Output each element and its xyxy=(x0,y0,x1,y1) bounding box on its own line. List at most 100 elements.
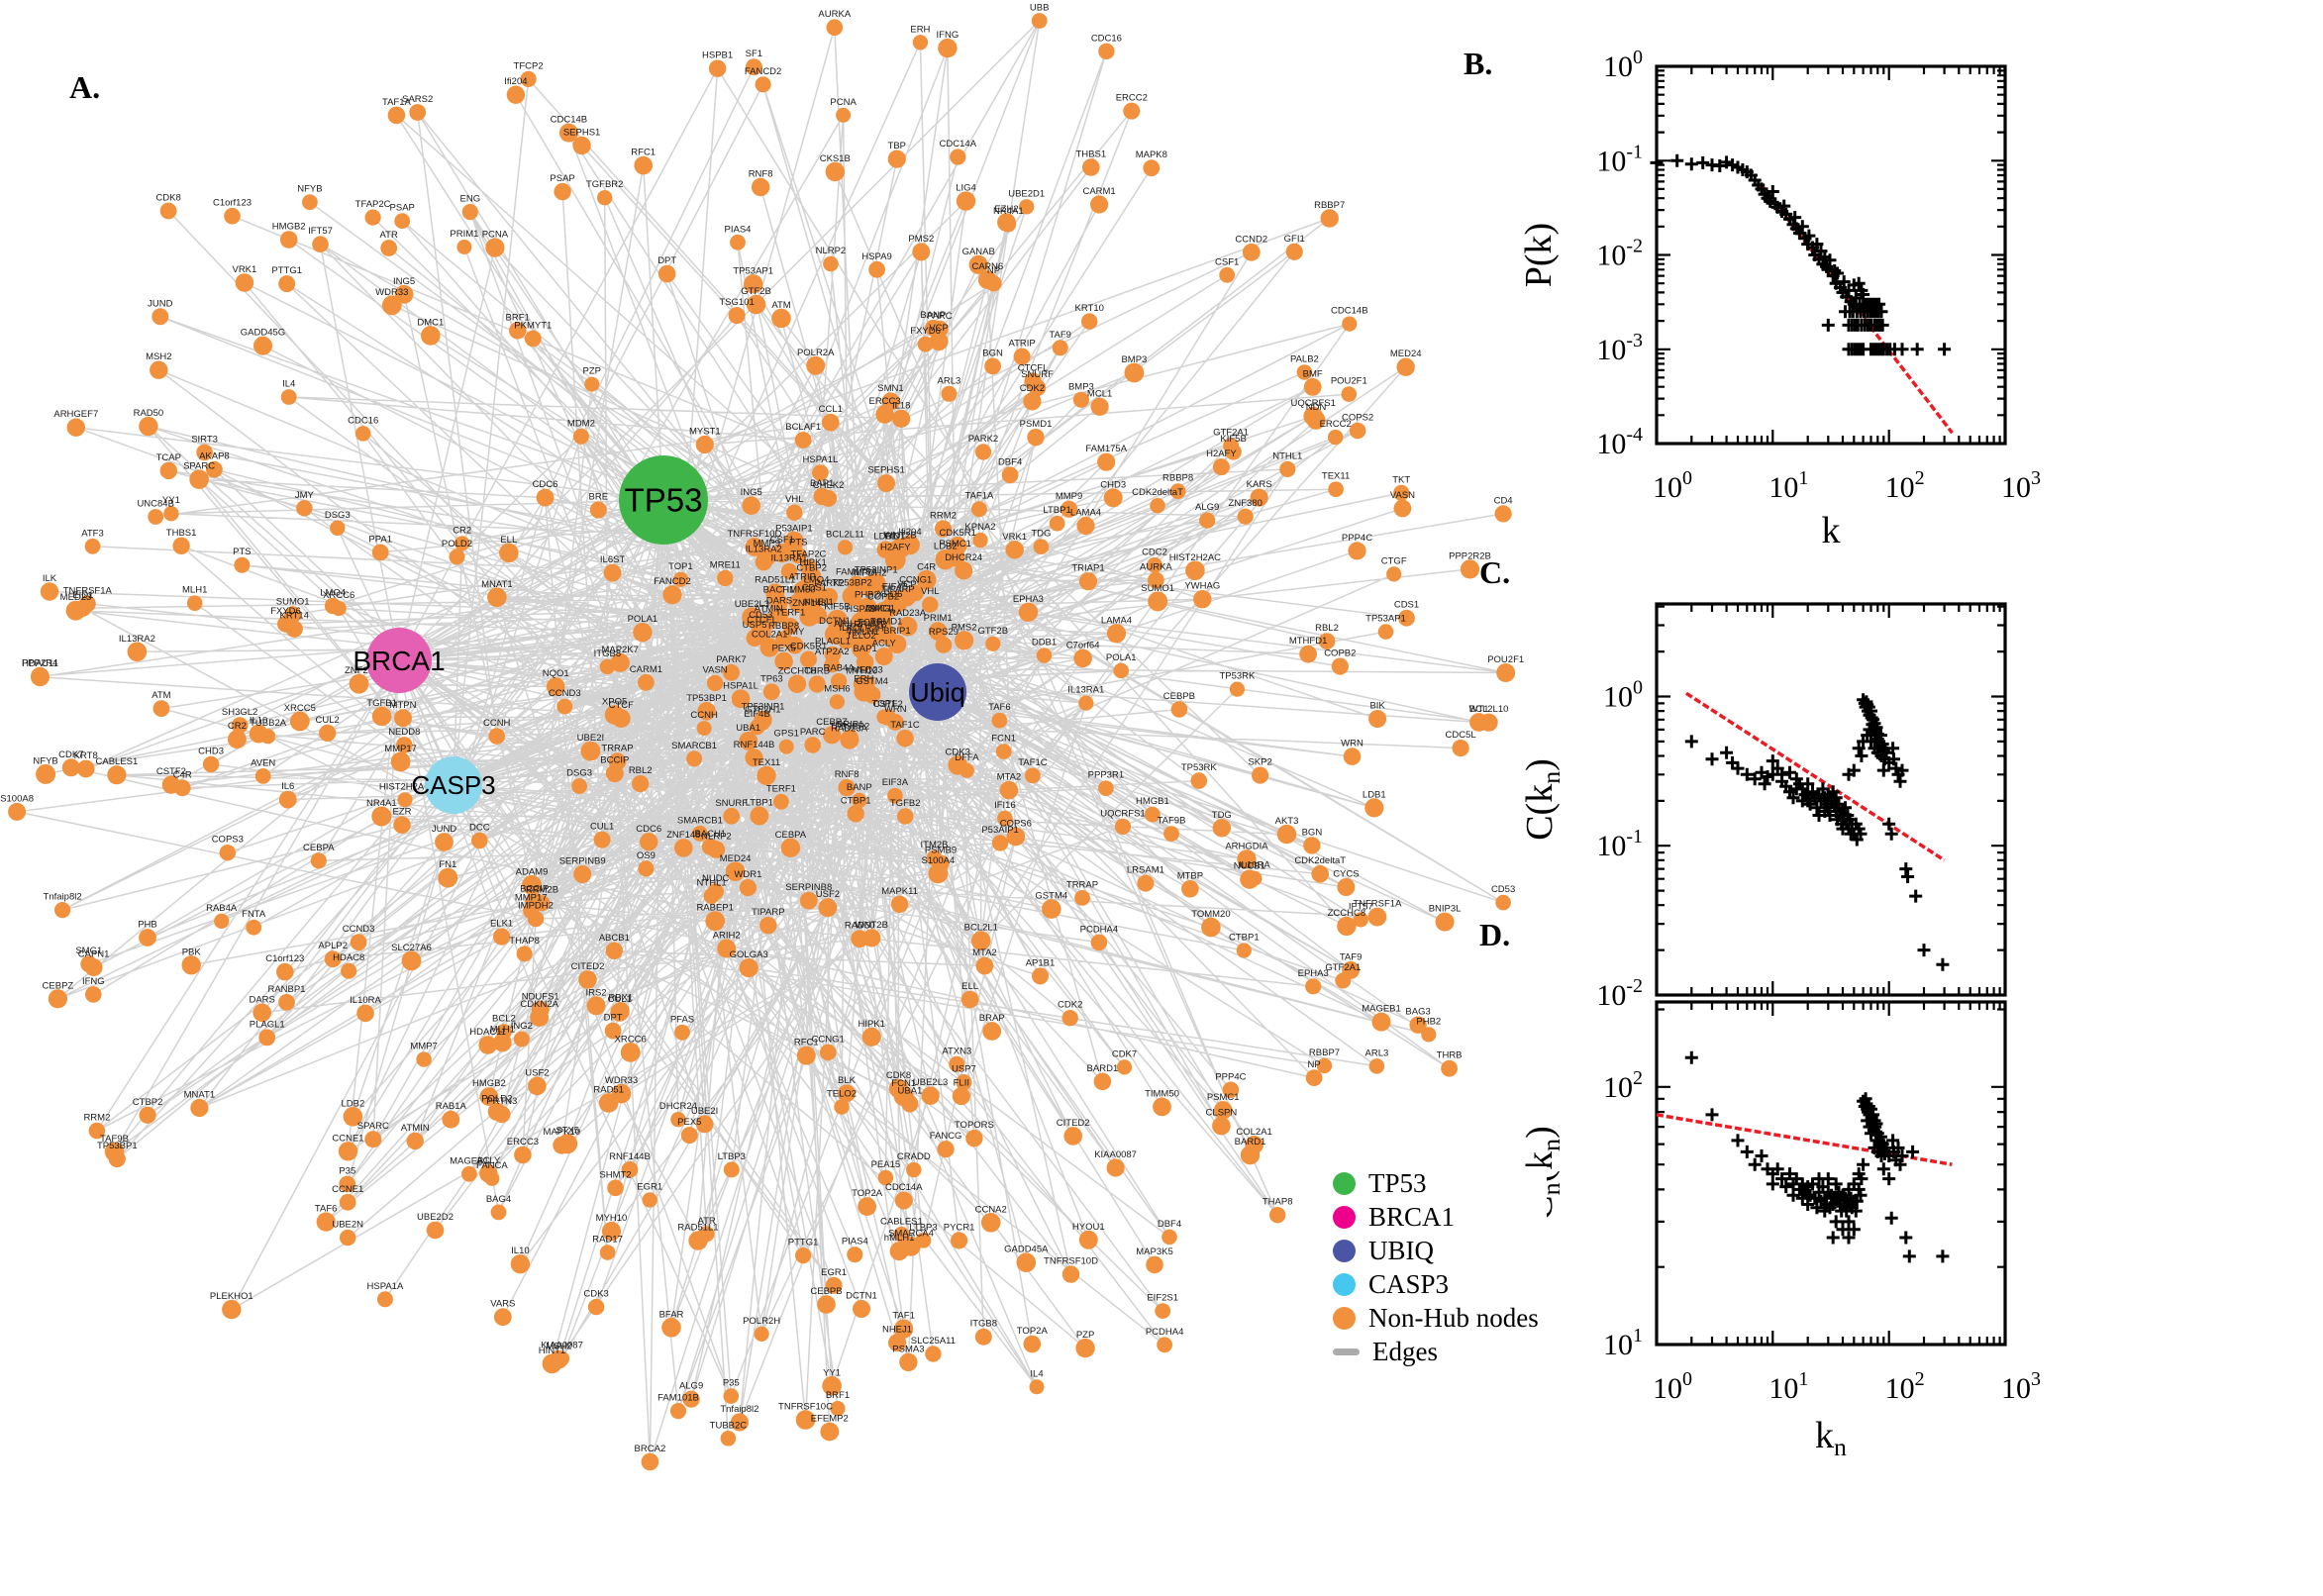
gene-label: PFAS xyxy=(670,1014,694,1025)
gene-label: GSTM4 xyxy=(856,676,888,687)
gene-node xyxy=(1452,740,1469,757)
gene-node xyxy=(620,1043,641,1062)
gene-node xyxy=(1342,960,1361,979)
gene-node xyxy=(107,765,127,785)
gene-node xyxy=(1147,556,1162,573)
gene-label: RRM2 xyxy=(930,511,957,522)
gene-node xyxy=(1193,590,1212,609)
gene-node xyxy=(260,729,276,745)
gene-node xyxy=(601,1222,622,1242)
gene-label: BRF1 xyxy=(506,312,530,323)
gene-label: CSTF2 xyxy=(873,699,903,710)
gene-label: IFI16 xyxy=(994,800,1016,811)
gene-node xyxy=(1311,864,1329,883)
gene-node xyxy=(1098,43,1115,59)
gene-label: MTBP xyxy=(1177,870,1203,881)
gene-label: HIST2H2AC xyxy=(1169,552,1221,563)
gene-node xyxy=(610,652,630,672)
gene-label: ARIH2 xyxy=(713,931,741,942)
gene-label: RBL2 xyxy=(629,765,653,776)
hub-node-brca1 xyxy=(366,628,432,693)
gene-node xyxy=(893,1319,914,1339)
gene-node xyxy=(312,236,329,252)
gene-node xyxy=(394,213,411,230)
gene-label: POLR2H xyxy=(743,1316,780,1327)
gene-label: UBA1 xyxy=(736,723,760,734)
gene-label: NUDC xyxy=(702,873,730,884)
gene-node xyxy=(31,666,50,686)
gene-label: SLC27A6 xyxy=(391,943,432,953)
gene-node xyxy=(66,418,86,437)
gene-node xyxy=(829,694,846,710)
gene-label: VRK1 xyxy=(1002,532,1027,543)
gene-node xyxy=(1303,378,1322,396)
gene-node xyxy=(104,1142,125,1162)
gene-label: C1orf123 xyxy=(265,953,304,964)
gene-node xyxy=(717,569,734,587)
gene-label: HSPA1L xyxy=(723,680,758,691)
gene-label: BGN xyxy=(982,348,1003,358)
gene-label: BCCIP xyxy=(600,755,629,766)
gene-node xyxy=(289,711,310,732)
gene-node xyxy=(148,509,164,525)
gene-label: STX5 xyxy=(556,1126,579,1137)
gene-label: RAB1A xyxy=(436,1101,467,1112)
gene-node xyxy=(950,149,966,165)
gene-node xyxy=(1213,1101,1233,1120)
gene-label: P35 xyxy=(339,1166,355,1177)
gene-node xyxy=(955,561,973,580)
gene-node xyxy=(917,336,934,352)
panel-label-d: D. xyxy=(1479,917,1511,952)
gene-node xyxy=(641,1452,659,1471)
gene-label: NDUFS1 xyxy=(522,991,559,1002)
gene-label: SMARCA4 xyxy=(888,1228,934,1239)
gene-node xyxy=(1495,894,1511,911)
gene-node xyxy=(819,1044,837,1061)
gene-node xyxy=(837,540,854,555)
tick-label: 100 xyxy=(1653,467,1692,504)
gene-label: MED24 xyxy=(1390,349,1422,359)
gene-node xyxy=(1082,158,1100,176)
gene-label: ACLY xyxy=(872,639,897,649)
gene-label: RRM2 xyxy=(83,1113,110,1124)
gene-label: BMF xyxy=(1303,368,1323,379)
gene-node xyxy=(725,861,746,882)
gene-label: DSG3 xyxy=(325,510,351,521)
gene-node xyxy=(396,737,413,753)
gene-label: EID1 xyxy=(884,532,905,543)
gene-label: UBE2I xyxy=(577,733,604,744)
gene-node xyxy=(324,950,342,968)
gene-label: CYCS xyxy=(1333,869,1359,880)
tick-label: 10-4 xyxy=(1596,424,1643,460)
gene-label: RAD51L1 xyxy=(755,575,795,586)
gene-label: S100A8 xyxy=(0,793,34,804)
gene-label: SERPINB8 xyxy=(785,882,832,893)
gene-label: USF2 xyxy=(816,889,840,900)
gene-node xyxy=(78,595,96,613)
gene-node xyxy=(1061,1009,1078,1027)
gene-label: CDK2deltaT xyxy=(1294,855,1346,866)
gene-node xyxy=(84,538,101,554)
gene-label: DBF4 xyxy=(1158,1219,1181,1230)
gene-node xyxy=(897,808,914,825)
gene-node xyxy=(896,729,914,748)
gene-label: BIK xyxy=(1369,701,1385,712)
gene-node xyxy=(897,616,918,637)
gene-label: PLAGL1 xyxy=(815,637,851,648)
gene-label: TFCP2 xyxy=(514,60,544,71)
gene-node xyxy=(1421,1027,1437,1043)
gene-label: CDK2 xyxy=(1020,383,1045,394)
gene-label: PSMB9 xyxy=(925,846,957,856)
gene-label: RAD51L1 xyxy=(677,1223,718,1234)
gene-node xyxy=(553,1136,571,1154)
gene-node xyxy=(584,376,600,392)
gene-label: ITGB8 xyxy=(594,648,621,659)
gene-node xyxy=(759,638,779,657)
gene-label: KARS xyxy=(1247,479,1272,490)
gene-label: MYH10 xyxy=(846,665,877,676)
gene-label: KRT10 xyxy=(1074,303,1103,314)
gene-node xyxy=(985,636,1001,651)
gene-node xyxy=(278,994,295,1011)
gene-label: ATF3 xyxy=(81,528,104,539)
gene-node xyxy=(674,839,693,857)
